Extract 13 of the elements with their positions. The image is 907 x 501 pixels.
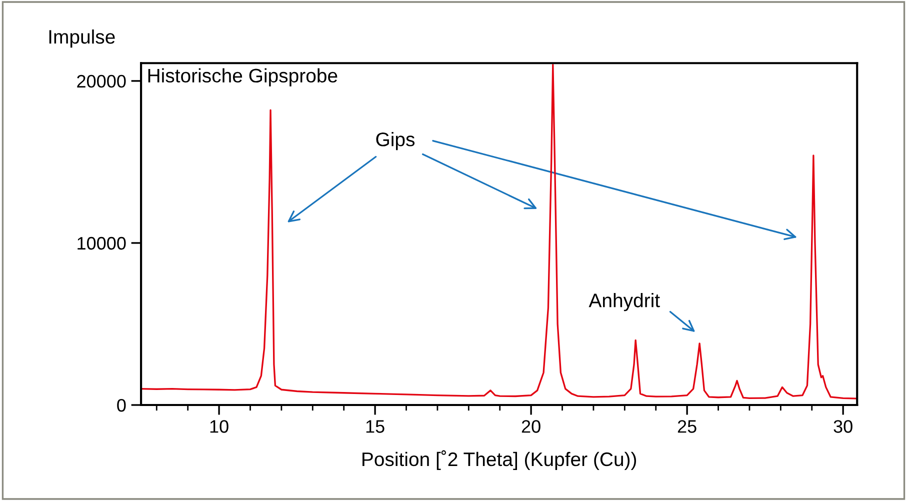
x-axis-title: Position [˚2 Theta] (Kupfer (Cu)) — [362, 450, 636, 470]
y-tick-label: 0 — [117, 398, 126, 412]
x-tick-label: 25 — [678, 420, 696, 433]
x-tick-label: 30 — [834, 420, 852, 433]
y-tick-label: 10000 — [78, 236, 126, 250]
x-tick-label: 15 — [366, 420, 384, 433]
y-tick-label: 20000 — [77, 74, 126, 88]
annotation: Gips — [376, 132, 415, 150]
x-tick-label: 20 — [522, 420, 540, 433]
annotation: Anhydrit — [588, 293, 660, 312]
chart-title: Historische Gipsprobe — [148, 68, 338, 86]
y-axis-title: Impulse — [49, 29, 115, 48]
x-tick-label: 10 — [210, 420, 228, 433]
